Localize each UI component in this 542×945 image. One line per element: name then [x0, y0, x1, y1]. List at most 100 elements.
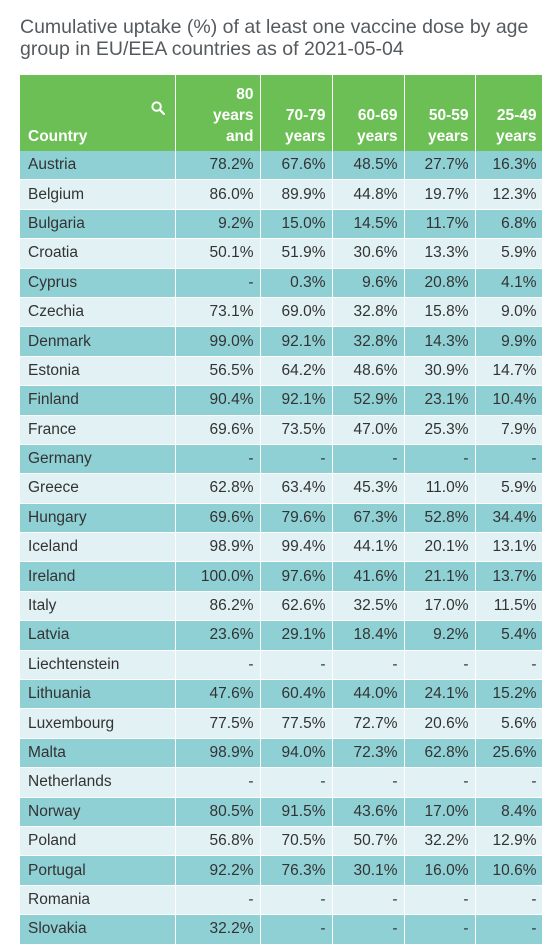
header-line: years: [356, 128, 398, 145]
value-cell: -: [260, 650, 333, 681]
value-cell: 60.4%: [260, 679, 333, 710]
country-cell: Finland: [20, 385, 176, 416]
table-row[interactable]: Greece 62.8% 63.4% 45.3% 11.0% 5.9%: [20, 473, 542, 504]
column-header-country[interactable]: Country: [20, 75, 176, 151]
table-row[interactable]: Czechia 73.1% 69.0% 32.8% 15.8% 9.0%: [20, 297, 542, 328]
country-cell: Iceland: [20, 532, 176, 563]
value-cell: 10.4%: [475, 385, 542, 416]
table-row[interactable]: Belgium 86.0% 89.9% 44.8% 19.7% 12.3%: [20, 179, 542, 210]
table-row[interactable]: Bulgaria 9.2% 15.0% 14.5% 11.7% 6.8%: [20, 209, 542, 240]
country-cell: Austria: [20, 151, 176, 181]
table-row[interactable]: Lithuania 47.6% 60.4% 44.0% 24.1% 15.2%: [20, 679, 542, 710]
value-cell: 20.8%: [404, 268, 476, 298]
value-cell: 32.8%: [332, 326, 405, 357]
value-cell: 73.5%: [260, 415, 333, 445]
value-cell: 56.5%: [175, 356, 261, 387]
column-header-60-69[interactable]: 60-69 years: [332, 75, 405, 151]
table-row[interactable]: Estonia 56.5% 64.2% 48.6% 30.9% 14.7%: [20, 356, 542, 387]
value-cell: 92.1%: [260, 326, 333, 357]
header-line: years: [284, 128, 326, 145]
value-cell: 32.8%: [332, 297, 405, 328]
value-cell: 76.3%: [260, 855, 333, 886]
table-row[interactable]: Luxembourg 77.5% 77.5% 72.7% 20.6% 5.6%: [20, 708, 542, 739]
table-row[interactable]: Cyprus -0.3% 9.6% 20.8% 4.1%: [20, 268, 542, 298]
value-cell: 23.1%: [404, 385, 476, 416]
value-cell: 24.1%: [404, 679, 476, 710]
value-cell: 48.6%: [332, 356, 405, 387]
table-row[interactable]: Romania - - - - -: [20, 885, 542, 916]
value-cell: 14.5%: [332, 209, 405, 240]
value-cell: 30.6%: [332, 238, 405, 269]
country-cell: Norway: [20, 797, 176, 827]
value-cell: 45.3%: [332, 473, 405, 504]
table-row[interactable]: Finland 90.4% 92.1% 52.9% 23.1% 10.4%: [20, 385, 542, 416]
value-cell: 63.4%: [260, 473, 333, 504]
value-cell: 56.8%: [175, 826, 261, 857]
column-header-70-79[interactable]: 70-79 years: [260, 75, 333, 151]
value-cell: 78.2%: [175, 151, 261, 181]
search-icon[interactable]: [150, 101, 165, 115]
header-line: 60-69: [357, 107, 398, 124]
value-cell: 44.1%: [332, 532, 405, 563]
table-row[interactable]: Germany - - - - -: [20, 444, 542, 475]
value-cell: 16.3%: [475, 151, 542, 181]
column-header-25-49[interactable]: 25-49 years: [475, 75, 542, 151]
value-cell: -: [332, 767, 405, 798]
value-cell: 62.8%: [404, 738, 476, 769]
value-cell: 7.9%: [475, 415, 542, 445]
value-cell: -: [260, 767, 333, 798]
value-cell: 67.6%: [260, 151, 333, 181]
table-row[interactable]: Latvia 23.6% 29.1% 18.4% 9.2% 5.4%: [20, 620, 542, 651]
value-cell: 12.9%: [475, 826, 542, 857]
value-cell: 98.9%: [175, 738, 261, 769]
column-header-50-59[interactable]: 50-59 years: [404, 75, 476, 151]
column-header-80-plus[interactable]: 80 years and: [175, 75, 261, 151]
value-cell: 27.7%: [404, 151, 476, 181]
table-row[interactable]: Austria 78.2% 67.6% 48.5% 27.7% 16.3%: [20, 151, 542, 181]
value-cell: 14.3%: [404, 326, 476, 357]
value-cell: 32.5%: [332, 591, 405, 622]
value-cell: -: [332, 650, 405, 681]
table-row[interactable]: France 69.6% 73.5% 47.0% 25.3% 7.9%: [20, 415, 542, 445]
country-cell: Estonia: [20, 356, 176, 387]
value-cell: 94.0%: [260, 738, 333, 769]
value-cell: 72.7%: [332, 708, 405, 739]
table-row[interactable]: Hungary 69.6% 79.6% 67.3% 52.8% 34.4%: [20, 503, 542, 534]
value-cell: 18.4%: [332, 620, 405, 651]
value-cell: 77.5%: [260, 708, 333, 739]
table-row[interactable]: Slovakia 32.2% - - - -: [20, 914, 542, 945]
value-cell: 69.6%: [175, 503, 261, 534]
value-cell: 44.0%: [332, 679, 405, 710]
table-row[interactable]: Iceland 98.9% 99.4% 44.1% 20.1% 13.1%: [20, 532, 542, 563]
table-row[interactable]: Italy 86.2% 62.6% 32.5% 17.0% 11.5%: [20, 591, 542, 622]
value-cell: 41.6%: [332, 561, 405, 592]
country-cell: Bulgaria: [20, 209, 176, 240]
table-row[interactable]: Ireland 100.0% 97.6% 41.6% 21.1% 13.7%: [20, 561, 542, 592]
value-cell: 90.4%: [175, 385, 261, 416]
country-cell: Belgium: [20, 179, 176, 210]
value-cell: 34.4%: [475, 503, 542, 534]
table-row[interactable]: Portugal 92.2% 76.3% 30.1% 16.0% 10.6%: [20, 855, 542, 886]
value-cell: 29.1%: [260, 620, 333, 651]
value-cell: 73.1%: [175, 297, 261, 328]
table-row[interactable]: Norway 80.5% 91.5% 43.6% 17.0% 8.4%: [20, 797, 542, 827]
country-cell: Latvia: [20, 620, 176, 651]
value-cell: 9.0%: [475, 297, 542, 328]
value-cell: 50.1%: [175, 238, 261, 269]
table-row[interactable]: Denmark 99.0% 92.1% 32.8% 14.3% 9.9%: [20, 326, 542, 357]
value-cell: 69.0%: [260, 297, 333, 328]
table-row[interactable]: Poland 56.8% 70.5% 50.7% 32.2% 12.9%: [20, 826, 542, 857]
country-cell: Liechtenstein: [20, 650, 176, 681]
country-cell: Portugal: [20, 855, 176, 886]
value-cell: 72.3%: [332, 738, 405, 769]
table-row[interactable]: Netherlands - - - - -: [20, 767, 542, 798]
table-row[interactable]: Croatia 50.1% 51.9% 30.6% 13.3% 5.9%: [20, 238, 542, 269]
table-row[interactable]: Malta 98.9% 94.0% 72.3% 62.8% 25.6%: [20, 738, 542, 769]
country-cell: Hungary: [20, 503, 176, 534]
table-row[interactable]: Liechtenstein - - - - -: [20, 650, 542, 681]
country-cell: Malta: [20, 738, 176, 769]
value-cell: 80.5%: [175, 797, 261, 827]
chart-title: Cumulative uptake (%) of at least one va…: [20, 16, 529, 60]
value-cell: 86.0%: [175, 179, 261, 210]
value-cell: -: [475, 767, 542, 798]
